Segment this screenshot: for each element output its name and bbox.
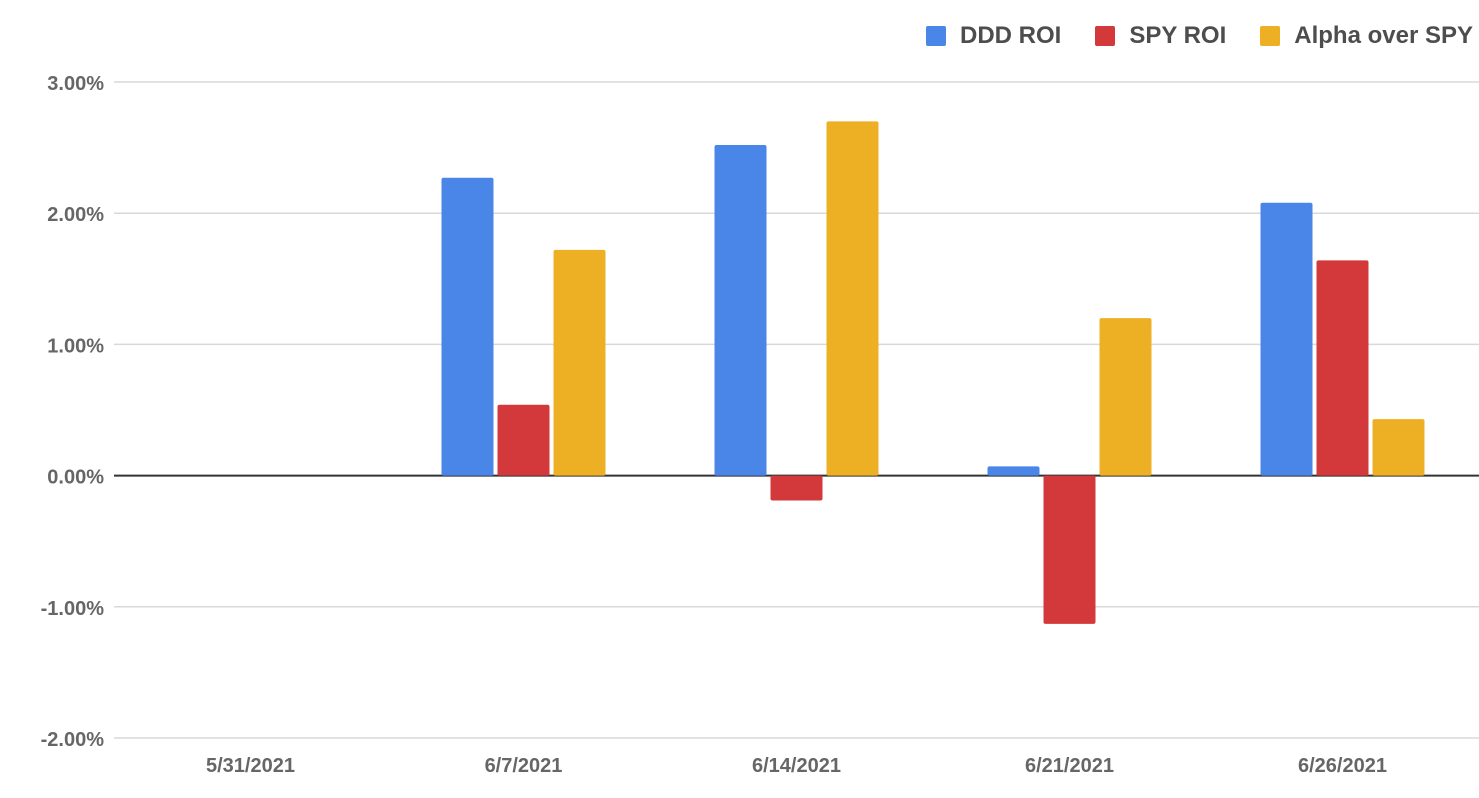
legend-swatch-spy-roi [1095, 26, 1116, 46]
x-tick-label: 6/21/2021 [1025, 755, 1114, 777]
x-tick-label: 6/26/2021 [1298, 755, 1387, 777]
legend-label-ddd-roi: DDD ROI [959, 22, 1062, 49]
legend-item-ddd-roi: DDD ROI [925, 22, 1062, 50]
bar-ddd-roi [714, 144, 767, 476]
bar-alpha-over-spy [553, 249, 606, 476]
y-tick-label: 1.00% [47, 335, 104, 357]
bar-spy-roi [497, 404, 550, 476]
bar-ddd-roi [1260, 202, 1313, 476]
y-tick-label: 2.00% [47, 204, 104, 226]
y-tick-label: -2.00% [41, 729, 105, 751]
y-tick-label: 0.00% [47, 467, 104, 489]
legend-label-alpha-over-spy: Alpha over SPY [1294, 22, 1473, 49]
legend-swatch-alpha-over-spy [1260, 26, 1281, 46]
y-tick-label: -1.00% [41, 598, 105, 620]
bar-alpha-over-spy [1099, 318, 1152, 476]
legend: DDD ROI SPY ROI Alpha over SPY [892, 22, 1473, 50]
x-tick-label: 5/31/2021 [206, 755, 295, 777]
bar-ddd-roi [441, 177, 494, 476]
legend-item-alpha-over-spy: Alpha over SPY [1260, 22, 1473, 50]
legend-item-spy-roi: SPY ROI [1095, 22, 1226, 50]
x-tick-label: 6/7/2021 [485, 755, 563, 777]
bar-alpha-over-spy [826, 121, 879, 476]
bar-ddd-roi [987, 466, 1040, 476]
bar-spy-roi [1043, 475, 1096, 624]
y-tick-label: 3.00% [47, 73, 104, 95]
x-tick-label: 6/14/2021 [752, 755, 841, 777]
bar-spy-roi [1316, 260, 1369, 476]
bar-alpha-over-spy [1372, 419, 1425, 476]
legend-swatch-ddd-roi [925, 26, 946, 46]
bar-spy-roi [770, 475, 823, 501]
legend-label-spy-roi: SPY ROI [1129, 22, 1227, 49]
